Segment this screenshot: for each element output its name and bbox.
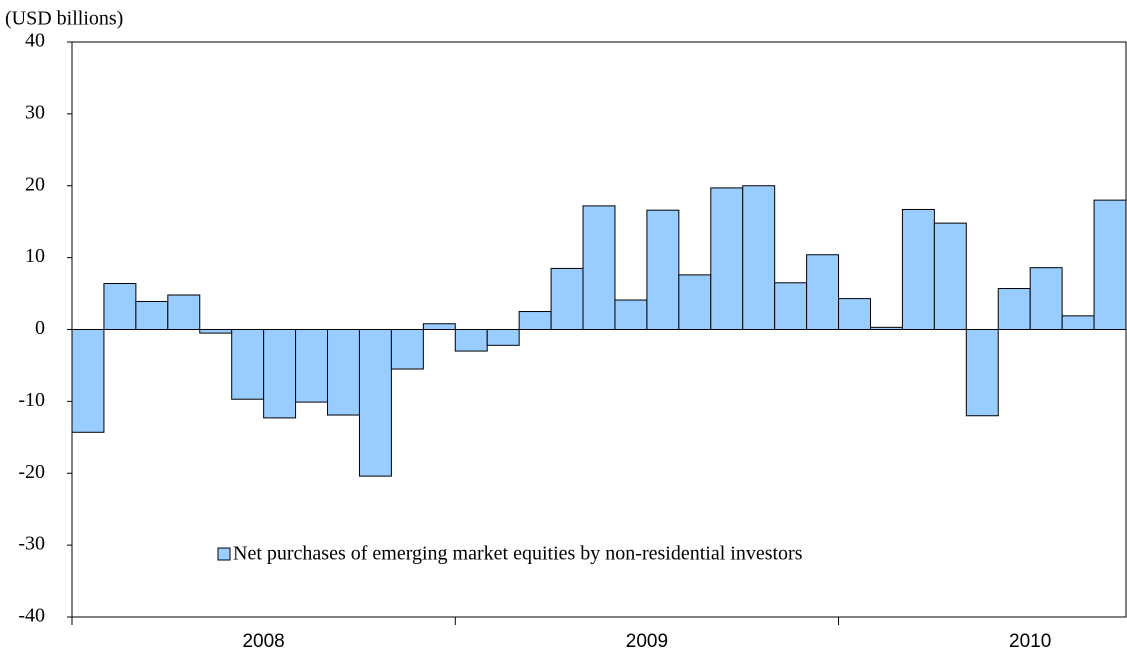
- legend-label: Net purchases of emerging market equitie…: [233, 543, 803, 565]
- bar: [1029, 267, 1063, 330]
- y-tick-label: 10: [25, 245, 45, 267]
- legend-swatch: [217, 547, 231, 561]
- bar: [518, 311, 552, 330]
- bar: [550, 267, 584, 330]
- y-tick-label: 20: [25, 173, 45, 195]
- bar: [263, 329, 297, 419]
- bar: [933, 222, 967, 330]
- y-tick-label: 30: [25, 101, 45, 123]
- bar: [774, 282, 808, 330]
- y-axis-label: (USD billions): [5, 8, 123, 30]
- bar: [678, 274, 712, 330]
- bar: [582, 205, 616, 330]
- bar: [965, 329, 999, 417]
- bar: [997, 288, 1031, 330]
- bar: [327, 329, 360, 416]
- bar: [614, 299, 648, 330]
- bar: [71, 329, 105, 433]
- x-group-label: 2010: [1009, 631, 1051, 652]
- bar: [135, 300, 169, 330]
- bar: [646, 209, 680, 330]
- x-group-label: 2008: [242, 631, 284, 652]
- bar: [838, 298, 871, 330]
- bar: [1093, 199, 1127, 330]
- bar: [710, 187, 744, 330]
- bar: [454, 329, 488, 352]
- bar: [486, 329, 520, 346]
- bar: [199, 329, 233, 334]
- y-tick-label: 0: [35, 317, 45, 339]
- bar: [422, 323, 456, 330]
- bar: [167, 294, 201, 330]
- y-tick-label: -20: [18, 461, 45, 483]
- bar: [358, 329, 392, 477]
- bar: [901, 208, 935, 330]
- bar: [1061, 315, 1095, 330]
- bar: [295, 329, 329, 403]
- bar: [806, 254, 840, 330]
- y-tick-label: -10: [18, 389, 45, 411]
- y-tick-label: -30: [18, 533, 45, 555]
- bar: [103, 283, 137, 330]
- bar: [390, 329, 424, 370]
- y-tick-label: -40: [18, 605, 45, 627]
- bar: [231, 329, 265, 400]
- y-tick-label: 40: [25, 30, 45, 52]
- bar: [742, 185, 776, 330]
- x-group-label: 2009: [626, 631, 668, 652]
